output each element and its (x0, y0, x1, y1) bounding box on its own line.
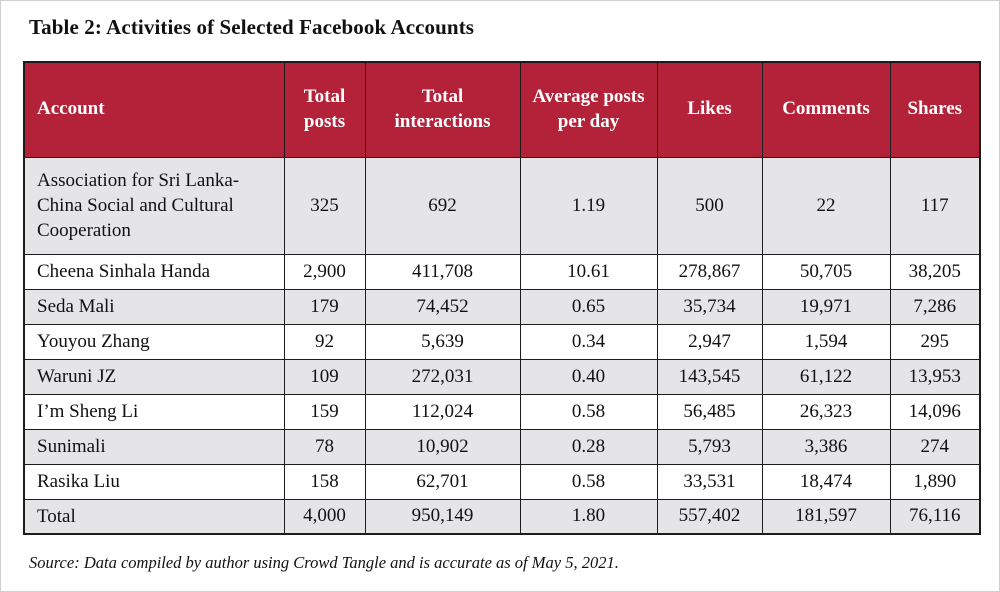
value-cell: 117 (889, 156, 981, 255)
value-cell: 33,531 (656, 463, 763, 500)
value-cell: 325 (283, 156, 366, 255)
value-cell: 159 (283, 393, 366, 430)
value-cell: 2,947 (656, 323, 763, 360)
value-cell: 18,474 (761, 463, 891, 500)
value-cell: 14,096 (889, 393, 981, 430)
header-total-interactions: Total interactions (364, 61, 521, 158)
table-row: Association for Sri Lanka-China Social a… (23, 156, 981, 255)
header-comments: Comments (761, 61, 891, 158)
table-body: Association for Sri Lanka-China Social a… (23, 156, 981, 535)
value-cell: 181,597 (761, 498, 891, 535)
account-cell: Youyou Zhang (23, 323, 285, 360)
value-cell: 5,793 (656, 428, 763, 465)
table-row: I’m Sheng Li 159 112,024 0.58 56,485 26,323 14… (23, 393, 981, 430)
account-cell: Cheena Sinhala Handa (23, 253, 285, 290)
table-header: Account Total posts Total interactions A… (23, 61, 981, 158)
account-cell: Sunimali (23, 428, 285, 465)
value-cell: 92 (283, 323, 366, 360)
value-cell: 500 (656, 156, 763, 255)
value-cell: 0.58 (519, 463, 658, 500)
value-cell: 109 (283, 358, 366, 395)
table-row: Seda Mali 179 74,452 0.65 35,734 19,971 7,286 (23, 288, 981, 325)
value-cell: 950,149 (364, 498, 521, 535)
header-likes: Likes (656, 61, 763, 158)
value-cell: 62,701 (364, 463, 521, 500)
header-total-posts: Total posts (283, 61, 366, 158)
value-cell: 19,971 (761, 288, 891, 325)
value-cell: 557,402 (656, 498, 763, 535)
value-cell: 1.80 (519, 498, 658, 535)
value-cell: 13,953 (889, 358, 981, 395)
value-cell: 0.34 (519, 323, 658, 360)
value-cell: 411,708 (364, 253, 521, 290)
value-cell: 274 (889, 428, 981, 465)
table-row: Rasika Liu 158 62,701 0.58 33,531 18,474 1,890 (23, 463, 981, 500)
value-cell: 78 (283, 428, 366, 465)
value-cell: 1.19 (519, 156, 658, 255)
value-cell: 1,890 (889, 463, 981, 500)
value-cell: 50,705 (761, 253, 891, 290)
value-cell: 7,286 (889, 288, 981, 325)
header-average-posts-per-day: Average posts per day (519, 61, 658, 158)
value-cell: 35,734 (656, 288, 763, 325)
value-cell: 0.58 (519, 393, 658, 430)
account-cell: Association for Sri Lanka-China Social a… (23, 156, 285, 255)
value-cell: 158 (283, 463, 366, 500)
account-cell: Total (23, 498, 285, 535)
value-cell: 5,639 (364, 323, 521, 360)
value-cell: 56,485 (656, 393, 763, 430)
value-cell: 0.28 (519, 428, 658, 465)
value-cell: 272,031 (364, 358, 521, 395)
value-cell: 26,323 (761, 393, 891, 430)
value-cell: 278,867 (656, 253, 763, 290)
value-cell: 74,452 (364, 288, 521, 325)
value-cell: 179 (283, 288, 366, 325)
account-cell: Waruni JZ (23, 358, 285, 395)
value-cell: 295 (889, 323, 981, 360)
value-cell: 1,594 (761, 323, 891, 360)
table-row: Cheena Sinhala Handa 2,900 411,708 10.61 278… (23, 253, 981, 290)
header-row: Account Total posts Total interactions A… (23, 61, 981, 158)
value-cell: 143,545 (656, 358, 763, 395)
value-cell: 3,386 (761, 428, 891, 465)
value-cell: 2,900 (283, 253, 366, 290)
value-cell: 22 (761, 156, 891, 255)
total-row: Total 4,000 950,149 1.80 557,402 181,597 76,11… (23, 498, 981, 535)
table-row: Waruni JZ 109 272,031 0.40 143,545 61,122 13,9… (23, 358, 981, 395)
table-caption: Table 2: Activities of Selected Facebook… (29, 15, 475, 39)
account-cell: I’m Sheng Li (23, 393, 285, 430)
value-cell: 0.65 (519, 288, 658, 325)
header-account: Account (23, 61, 285, 158)
value-cell: 10.61 (519, 253, 658, 290)
value-cell: 692 (364, 156, 521, 255)
value-cell: 38,205 (889, 253, 981, 290)
value-cell: 10,902 (364, 428, 521, 465)
account-cell: Rasika Liu (23, 463, 285, 500)
account-cell: Seda Mali (23, 288, 285, 325)
table-row: Sunimali 78 10,902 0.28 5,793 3,386 274 (23, 428, 981, 465)
source-note: Source: Data compiled by author using Cr… (29, 553, 619, 572)
value-cell: 112,024 (364, 393, 521, 430)
header-shares: Shares (889, 61, 981, 158)
value-cell: 76,116 (889, 498, 981, 535)
value-cell: 4,000 (283, 498, 366, 535)
facebook-accounts-table: Account Total posts Total interactions A… (23, 61, 981, 535)
value-cell: 0.40 (519, 358, 658, 395)
value-cell: 61,122 (761, 358, 891, 395)
table-row: Youyou Zhang 92 5,639 0.34 2,947 1,594 295 (23, 323, 981, 360)
